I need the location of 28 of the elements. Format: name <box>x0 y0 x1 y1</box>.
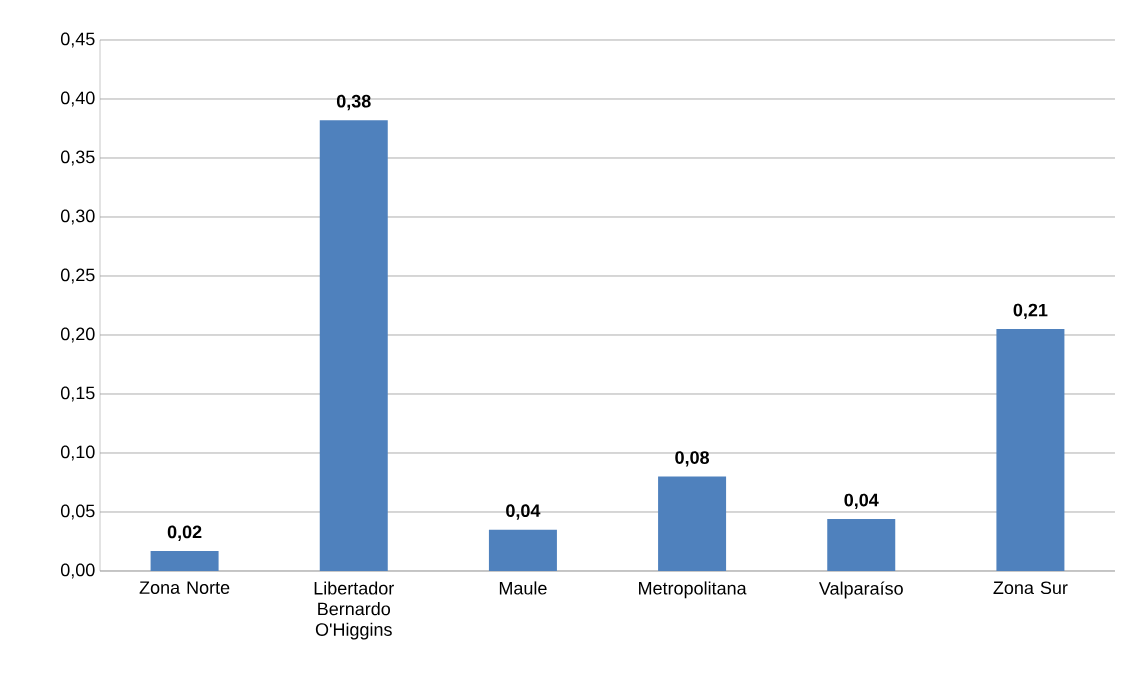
y-tick-label: 0,00 <box>60 563 95 579</box>
y-tick-label: 0,15 <box>60 386 95 402</box>
y-tick-label: 0,45 <box>60 32 95 48</box>
x-tick-label: Maule <box>499 581 547 595</box>
y-tick-label: 0,05 <box>60 504 95 520</box>
data-label: 0,02 <box>167 525 202 541</box>
bar <box>488 529 557 571</box>
x-tick-label: Zona Norte <box>139 581 230 594</box>
data-label: 0,04 <box>844 493 879 510</box>
x-tick-label: Valparaíso <box>818 581 903 599</box>
bar <box>996 329 1065 571</box>
y-tick-label: 0,35 <box>60 150 95 166</box>
y-tick-label: 0,40 <box>60 91 95 107</box>
bar <box>150 550 219 571</box>
data-label: 0,08 <box>675 451 710 467</box>
x-tick-label: Libertador Bernardo O'Higgins <box>314 581 394 640</box>
x-tick-label: Zona Sur <box>993 581 1068 595</box>
y-tick-label: 0,10 <box>60 445 95 461</box>
bar <box>827 519 896 571</box>
bar <box>319 120 388 571</box>
y-tick-label: 0,25 <box>60 268 95 284</box>
x-tick-label: Metropolitana <box>639 581 747 599</box>
data-label: 0,38 <box>336 94 371 111</box>
data-label: 0,21 <box>1013 303 1048 320</box>
bar <box>658 476 727 571</box>
y-tick-label: 0,20 <box>60 327 95 343</box>
y-tick-label: 0,30 <box>60 209 95 225</box>
data-label: 0,04 <box>506 504 541 520</box>
